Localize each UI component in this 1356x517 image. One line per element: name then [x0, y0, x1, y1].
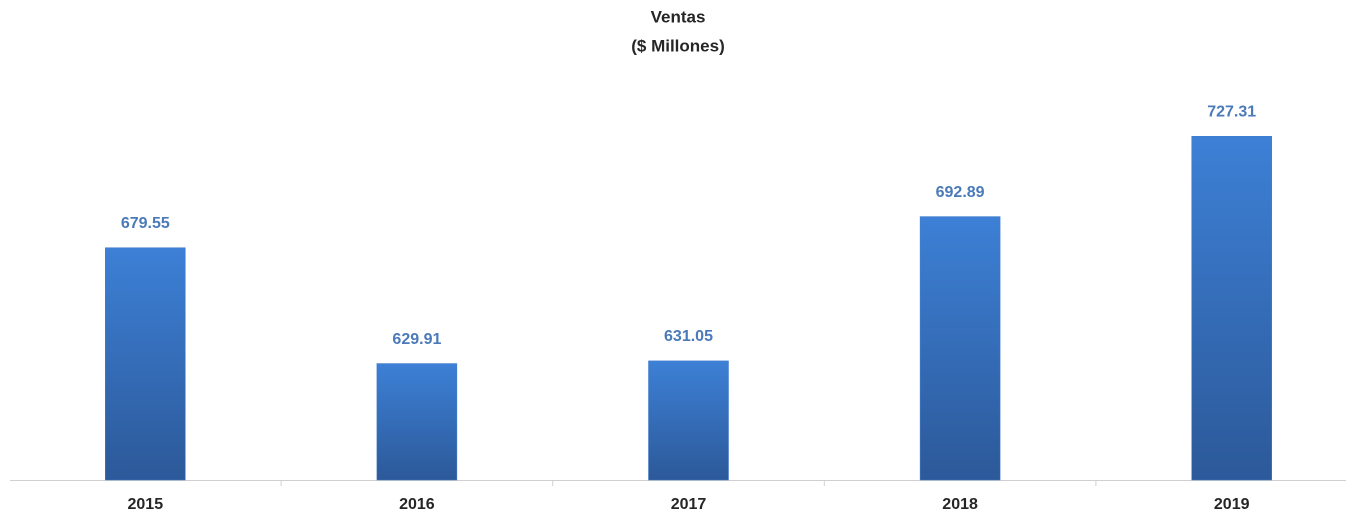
x-tick-label: 2018: [942, 496, 978, 513]
bar: [648, 360, 729, 481]
bar: [919, 216, 1001, 481]
data-label: 727.31: [1207, 103, 1256, 120]
data-label: 679.55: [121, 215, 170, 232]
bar: [1191, 136, 1272, 481]
x-tick-label: 2017: [671, 496, 707, 513]
x-tick-label: 2019: [1214, 496, 1250, 513]
x-tick-label: 2015: [128, 496, 164, 513]
bar: [105, 247, 186, 481]
data-label: 631.05: [664, 328, 713, 345]
chart-title: Ventas: [651, 7, 706, 26]
data-label: 629.91: [392, 331, 441, 348]
data-label: 692.89: [936, 184, 985, 201]
x-tick-label: 2016: [399, 496, 435, 513]
bar: [376, 363, 458, 481]
chart-subtitle: ($ Millones): [631, 36, 725, 55]
